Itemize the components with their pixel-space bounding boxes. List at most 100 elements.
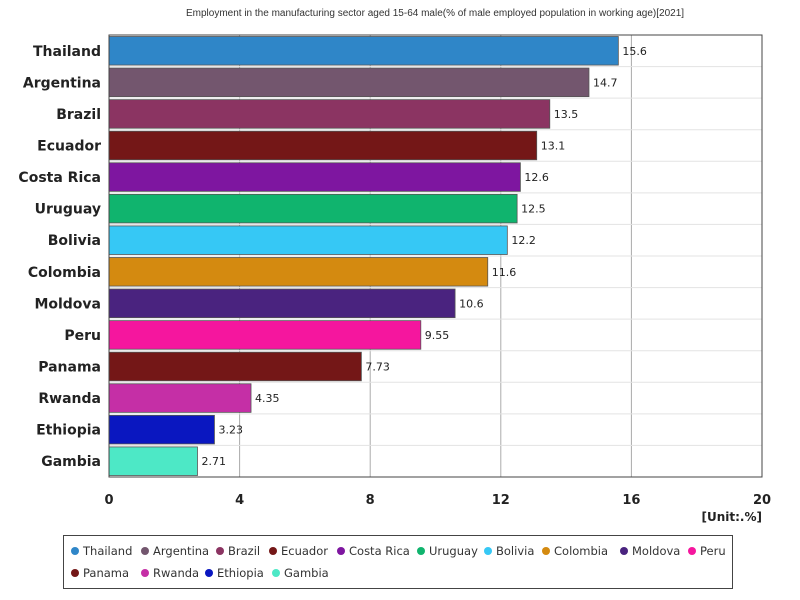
category-label: Costa Rica: [18, 170, 101, 186]
legend-marker: [272, 568, 280, 577]
legend-item: Peru: [688, 544, 726, 558]
legend-item: Rwanda: [141, 566, 199, 580]
legend-item: Bolivia: [484, 544, 534, 558]
bar-moldova: [108, 288, 456, 319]
value-label: 12.6: [524, 171, 549, 184]
value-label: 12.5: [521, 203, 546, 216]
x-tick-label: 0: [104, 493, 113, 508]
bar-colombia: [108, 257, 489, 287]
legend-label: Ecuador: [281, 544, 328, 558]
legend-label: Costa Rica: [349, 544, 410, 558]
legend-marker: [620, 546, 628, 555]
legend-marker: [484, 546, 492, 555]
value-label: 15.6: [622, 45, 647, 58]
legend-label: Brazil: [228, 544, 261, 558]
value-label: 12.2: [511, 234, 535, 247]
value-label: 7.73: [365, 361, 390, 374]
value-label: 9.55: [425, 329, 450, 342]
legend-marker: [216, 546, 224, 555]
legend-marker: [141, 546, 149, 555]
legend-label: Uruguay: [429, 544, 478, 558]
value-label: 11.6: [492, 266, 517, 279]
bar-argentina: [108, 67, 590, 98]
category-label: Moldova: [34, 296, 101, 312]
legend-label: Ethiopia: [217, 566, 264, 580]
x-tick-label: 4: [235, 493, 244, 508]
legend-item: Ecuador: [269, 544, 328, 558]
bar-gambia: [108, 446, 198, 476]
x-tick-label: 12: [492, 493, 510, 508]
value-label: 14.7: [593, 76, 618, 89]
legend-label: Peru: [700, 544, 726, 558]
value-label: 13.5: [554, 108, 579, 121]
legend-marker: [205, 568, 213, 577]
legend-label: Bolivia: [496, 544, 535, 558]
bar-brazil: [108, 99, 551, 129]
legend-item: Brazil: [216, 544, 260, 558]
category-label: Rwanda: [38, 391, 101, 407]
bar-uruguay: [108, 193, 518, 224]
value-label: 10.6: [459, 297, 484, 310]
category-labels: Thailand Argentina Brazil Ecuador Costa Rica…: [18, 44, 101, 470]
legend: Thailand Argentina Brazil Ecuador Costa Rica…: [63, 535, 733, 589]
legend-item: Uruguay: [417, 544, 478, 558]
category-label: Argentina: [23, 75, 101, 91]
category-label: Panama: [38, 360, 101, 376]
legend-item: Gambia: [272, 566, 329, 580]
x-tick-label: 20: [753, 493, 771, 508]
grid-lines: [109, 35, 762, 477]
category-label: Ethiopia: [36, 423, 101, 439]
value-labels: 15.6 14.7 13.5 13.1 12.6 12.5 12.2 11.6 10.6 9.55…: [201, 45, 646, 468]
legend-item: Ethiopia: [205, 566, 264, 580]
x-tick-label: 8: [366, 493, 375, 508]
x-axis-ticks: 0 4 8 12 16 20: [104, 493, 771, 508]
unit-label: [Unit:.%]: [702, 510, 763, 524]
category-label: Thailand: [33, 44, 101, 60]
plot-frame: [108, 34, 763, 478]
legend-marker: [688, 546, 696, 555]
legend-marker: [141, 568, 149, 577]
bar-peru: [108, 320, 422, 350]
legend-marker: [417, 546, 425, 555]
value-label: 13.1: [541, 140, 566, 153]
category-label: Uruguay: [35, 202, 101, 218]
legend-marker: [269, 546, 277, 555]
category-label: Bolivia: [48, 233, 101, 249]
legend-label: Moldova: [632, 544, 681, 558]
bar-panama: [108, 351, 362, 382]
bar-thailand: [108, 36, 619, 66]
legend-marker: [71, 568, 79, 577]
category-label: Colombia: [28, 265, 101, 281]
legend-marker: [71, 546, 79, 555]
value-label: 3.23: [218, 424, 243, 437]
legend-label: Rwanda: [153, 566, 200, 580]
legend-item: Moldova: [620, 544, 680, 558]
legend-label: Argentina: [153, 544, 210, 558]
legend-item: Colombia: [542, 544, 608, 558]
legend-label: Panama: [83, 566, 130, 580]
value-label: 4.35: [255, 392, 280, 405]
category-label: Brazil: [56, 107, 101, 123]
legend-item: Argentina: [141, 544, 209, 558]
legend-label: Colombia: [554, 544, 609, 558]
bar-ethiopia: [108, 414, 215, 445]
x-tick-label: 16: [622, 493, 640, 508]
bar-ecuador: [108, 130, 538, 161]
chart-title: Employment in the manufacturing sector a…: [185, 8, 685, 19]
legend-item: Panama: [71, 566, 129, 580]
legend-marker: [337, 546, 345, 555]
category-label: Peru: [64, 328, 101, 344]
legend-marker: [542, 546, 550, 555]
value-label: 2.71: [201, 455, 226, 468]
legend-item: Costa Rica: [337, 544, 410, 558]
bar-costa-rica: [108, 162, 521, 192]
bar-bolivia: [108, 225, 508, 255]
bar-rwanda: [108, 383, 252, 413]
legend-label: Gambia: [284, 566, 329, 580]
legend-item: Thailand: [71, 544, 132, 558]
category-label: Ecuador: [37, 139, 101, 155]
category-label: Gambia: [41, 454, 101, 470]
legend-label: Thailand: [83, 544, 133, 558]
bars: [108, 36, 619, 476]
